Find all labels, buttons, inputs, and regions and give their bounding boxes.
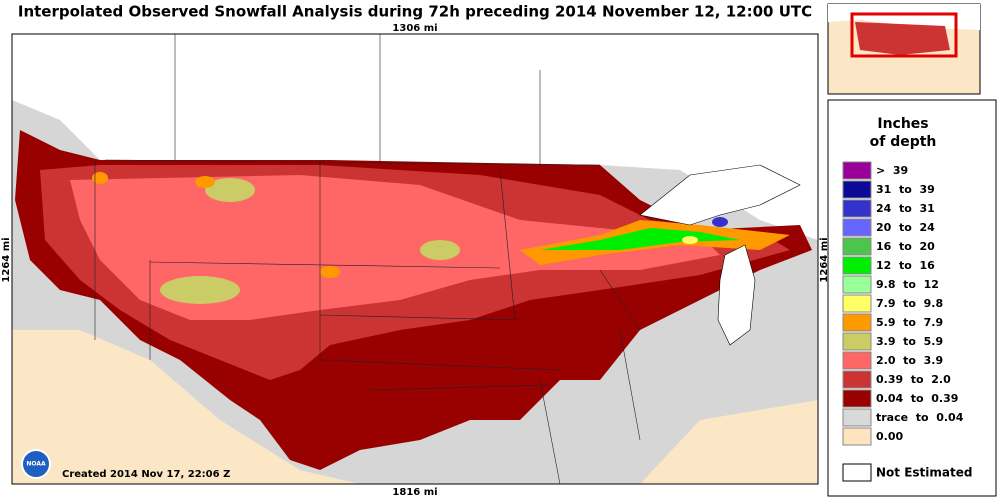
created: Created 2014 Nov 17, 22:06 Z (62, 469, 230, 480)
legend-label: 24 to 31 (876, 202, 935, 215)
legend-title: Inches (877, 116, 928, 132)
legend-label: Not Estimated (876, 466, 972, 480)
legend-label: 0.00 (876, 430, 903, 443)
top-scale: 1306 mi (392, 23, 437, 34)
legend-swatch (842, 351, 872, 370)
legend-title: of depth (870, 134, 937, 150)
legend-swatch (842, 408, 872, 427)
legend-label: 2.0 to 3.9 (876, 354, 943, 367)
legend-swatch (842, 161, 872, 180)
legend-label: 0.04 to 0.39 (876, 392, 958, 405)
legend-label: 7.9 to 9.8 (876, 297, 943, 310)
legend-swatch (842, 218, 872, 237)
legend-label: 9.8 to 12 (876, 278, 939, 291)
legend-swatch (842, 256, 872, 275)
title: Interpolated Observed Snowfall Analysis … (18, 3, 812, 21)
legend-swatch (842, 199, 872, 218)
legend-label: 20 to 24 (876, 221, 935, 234)
legend-label: 5.9 to 7.9 (876, 316, 943, 329)
legend-swatch (842, 463, 872, 482)
legend-swatch (842, 275, 872, 294)
legend-swatch (842, 427, 872, 446)
legend-swatch (842, 332, 872, 351)
inset-map (827, 3, 981, 95)
legend-swatch (842, 180, 872, 199)
left-scale: 1264 mi (1, 237, 12, 282)
legend-swatch (842, 294, 872, 313)
legend-swatch (842, 237, 872, 256)
logo (21, 449, 51, 479)
legend-label: 0.39 to 2.0 (876, 373, 951, 386)
legend-swatch (842, 370, 872, 389)
legend-label: trace to 0.04 (876, 411, 964, 424)
legend-label: 16 to 20 (876, 240, 935, 253)
legend-label: 3.9 to 5.9 (876, 335, 943, 348)
logo-text: NOAA (26, 461, 46, 468)
legend-swatch (842, 389, 872, 408)
legend-label: 12 to 16 (876, 259, 935, 272)
map (12, 34, 818, 484)
legend-swatch (842, 313, 872, 332)
legend-label: > 39 (876, 164, 908, 177)
legend-label: 31 to 39 (876, 183, 935, 196)
right-scale: 1264 mi (819, 237, 830, 282)
bottom-scale: 1816 mi (392, 487, 437, 498)
